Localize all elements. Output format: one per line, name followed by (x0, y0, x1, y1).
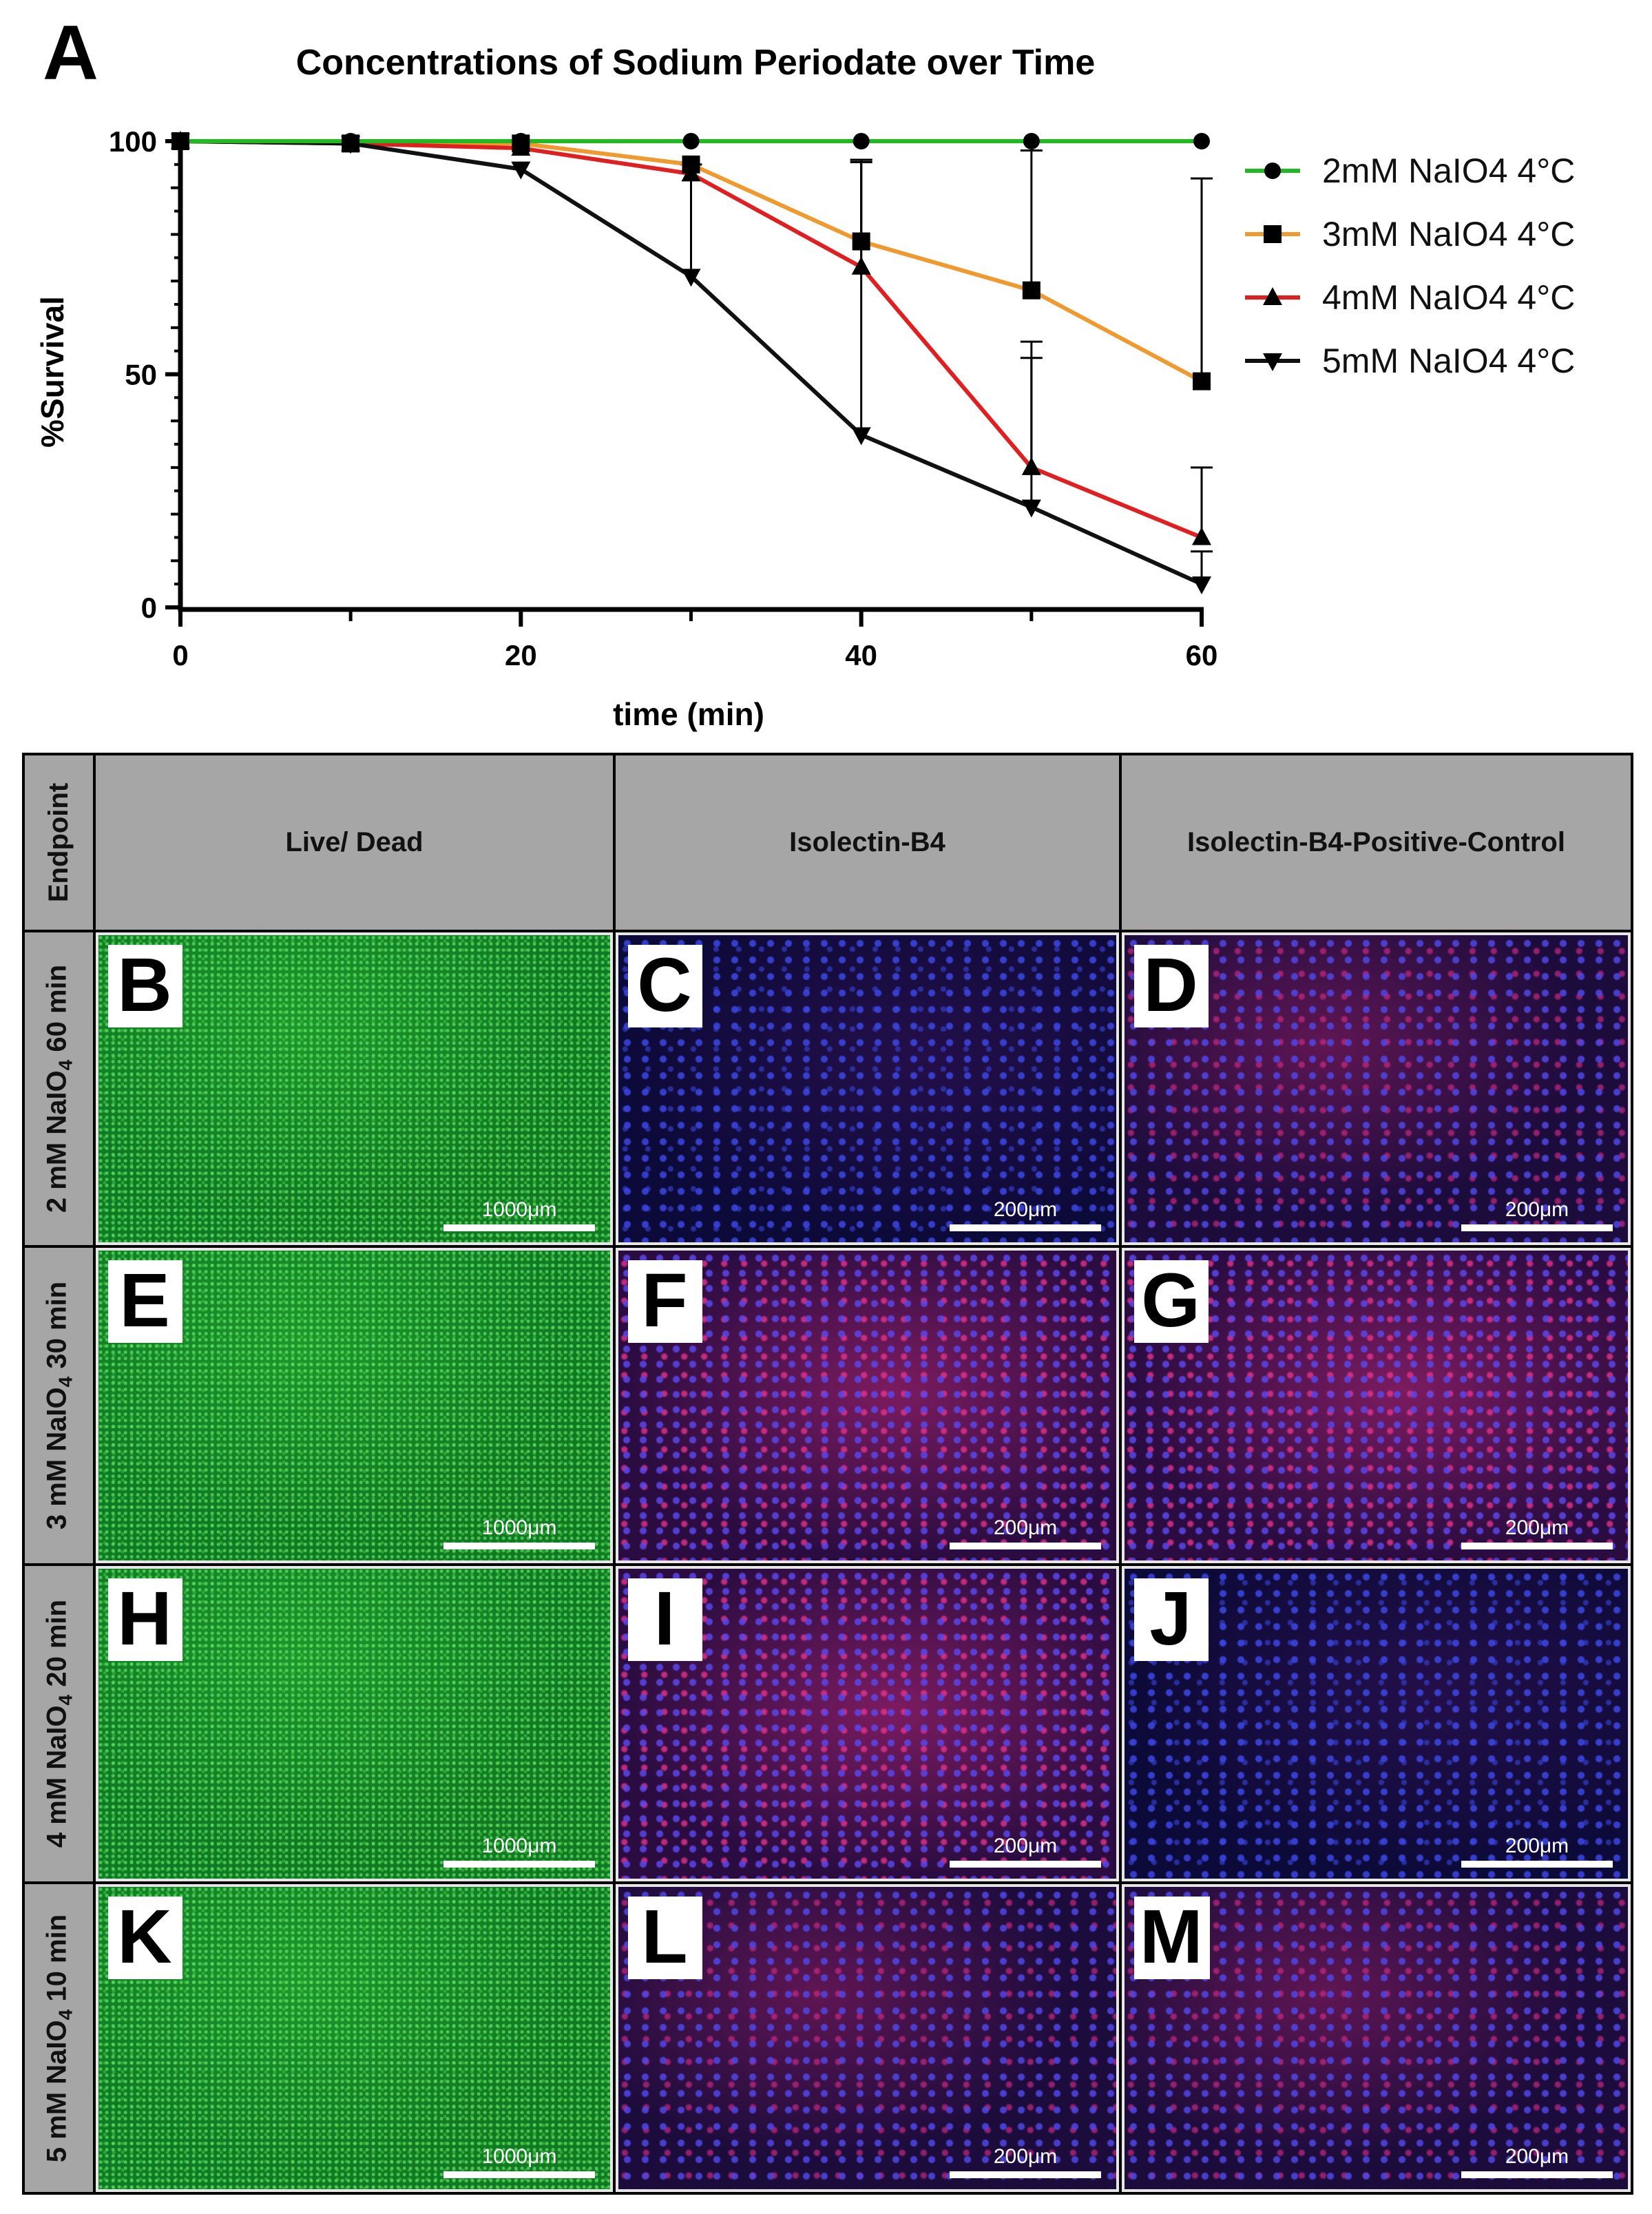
data-point (851, 427, 871, 446)
panel-label: F (628, 1260, 702, 1343)
data-point (1192, 576, 1211, 595)
data-point (172, 133, 189, 149)
data-point (852, 232, 870, 251)
chart-axes: 0 50 100 0 20 40 60 (109, 125, 1217, 671)
survival-chart: A Concentrations of Sodium Periodate ove… (34, 10, 1575, 732)
y-axis-label: %Survival (34, 296, 70, 448)
row-header-text: 5 mM NaIO4 10 min (41, 1914, 76, 2162)
scale-bar: 1000μm (443, 1835, 595, 1868)
legend-swatch-marker (1263, 287, 1282, 305)
panel-label: M (1134, 1897, 1210, 1979)
row-header-4mm: 4 mM NaIO4 20 min (25, 1566, 93, 1881)
legend-entry: 4mM NaIO4 4°C (1322, 278, 1575, 317)
scale-bar: 200μm (1461, 2145, 1613, 2178)
micrograph-panel-l: L 200μm (616, 1884, 1119, 2192)
x-tick-label: 20 (505, 639, 537, 671)
legend-swatch-marker (1264, 225, 1282, 243)
corner-header-text: Endpoint (43, 782, 74, 903)
panel-label: L (628, 1897, 702, 1979)
data-point (681, 269, 701, 287)
panel-label: E (108, 1260, 182, 1343)
panel-label: B (108, 945, 182, 1027)
scale-bar: 200μm (1461, 1835, 1613, 1868)
corner-header-cell: Endpoint (25, 755, 93, 930)
row-header-2mm: 2 mM NaIO4 60 min (25, 932, 93, 1245)
scale-bar: 200μm (1461, 1516, 1613, 1549)
series-markers (171, 131, 1211, 595)
data-point (342, 133, 359, 149)
data-point (1193, 372, 1211, 390)
chart-title: Concentrations of Sodium Periodate over … (296, 43, 1096, 83)
scale-bar: 1000μm (443, 2145, 595, 2178)
scale-bar: 1000μm (443, 1516, 595, 1549)
panel-label: H (108, 1578, 182, 1661)
micrograph-panel-b: B 1000μm (96, 932, 613, 1245)
column-header-isolectin-b4-positive-control: Isolectin-B4-Positive-Control (1122, 755, 1631, 930)
micrograph-panel-h: H 1000μm (96, 1566, 613, 1881)
data-point (681, 163, 701, 182)
micrograph-panel-e: E 1000μm (96, 1248, 613, 1563)
data-point (682, 133, 700, 149)
panel-label: I (628, 1578, 702, 1661)
row-header-text: 4 mM NaIO4 20 min (41, 1599, 76, 1848)
scale-bar: 200μm (950, 1835, 1101, 1868)
panel-label: G (1134, 1260, 1209, 1343)
row-header-text: 3 mM NaIO4 30 min (41, 1281, 76, 1530)
legend-swatch-marker (1264, 163, 1281, 179)
micrograph-panel-d: D 200μm (1122, 932, 1631, 1245)
scale-bar: 200μm (950, 2145, 1101, 2178)
image-grid: Endpoint Live/ Dead Isolectin-B4 Isolect… (22, 753, 1633, 2195)
panel-label: D (1134, 945, 1209, 1027)
data-point (1021, 457, 1041, 475)
x-axis-label: time (min) (613, 696, 764, 732)
scale-bar: 1000μm (443, 1198, 595, 1231)
panel-label: K (108, 1897, 182, 1979)
micrograph-panel-k: K 1000μm (96, 1884, 613, 2192)
scale-bar: 200μm (1461, 1198, 1613, 1231)
micrograph-panel-f: F 200μm (616, 1248, 1119, 1563)
legend: 2mM NaIO4 4°C 3mM NaIO4 4°C 4mM NaIO4 4°C 5… (1245, 152, 1575, 380)
micrograph-panel-g: G 200μm (1122, 1248, 1631, 1563)
data-point (1021, 499, 1041, 518)
x-tick-label: 40 (845, 639, 877, 671)
column-header-live-dead: Live/ Dead (96, 755, 613, 930)
error-bars (680, 149, 1213, 585)
data-point (1022, 281, 1041, 300)
legend-entry: 3mM NaIO4 4°C (1322, 215, 1575, 253)
x-tick-label: 0 (172, 639, 188, 671)
figure-label-a: A (43, 10, 98, 96)
micrograph-panel-c: C 200μm (616, 932, 1119, 1245)
legend-entry: 5mM NaIO4 4°C (1322, 342, 1575, 380)
row-header-text: 2 mM NaIO4 60 min (41, 964, 76, 1213)
data-point (853, 133, 870, 149)
micrograph-panel-j: J 200μm (1122, 1566, 1631, 1881)
data-point (1023, 133, 1040, 149)
data-point (511, 161, 531, 180)
column-header-isolectin-b4: Isolectin-B4 (616, 755, 1119, 930)
y-tick-label: 50 (125, 359, 157, 391)
data-point (512, 133, 530, 149)
micrograph-panel-m: M 200μm (1122, 1884, 1631, 2192)
row-header-5mm: 5 mM NaIO4 10 min (25, 1884, 93, 2192)
panel-label: C (628, 945, 702, 1027)
legend-entry: 2mM NaIO4 4°C (1322, 152, 1575, 190)
y-tick-label: 0 (141, 592, 157, 624)
data-point (1193, 133, 1210, 149)
row-header-3mm: 3 mM NaIO4 30 min (25, 1248, 93, 1563)
scale-bar: 200μm (950, 1516, 1101, 1549)
micrograph-panel-i: I 200μm (616, 1566, 1119, 1881)
scale-bar: 200μm (950, 1198, 1101, 1231)
legend-swatch-marker (1263, 353, 1282, 371)
x-tick-label: 60 (1186, 639, 1218, 671)
data-point (851, 256, 871, 275)
data-point (1192, 527, 1211, 545)
panel-label: J (1134, 1578, 1209, 1661)
y-tick-label: 100 (109, 125, 157, 158)
